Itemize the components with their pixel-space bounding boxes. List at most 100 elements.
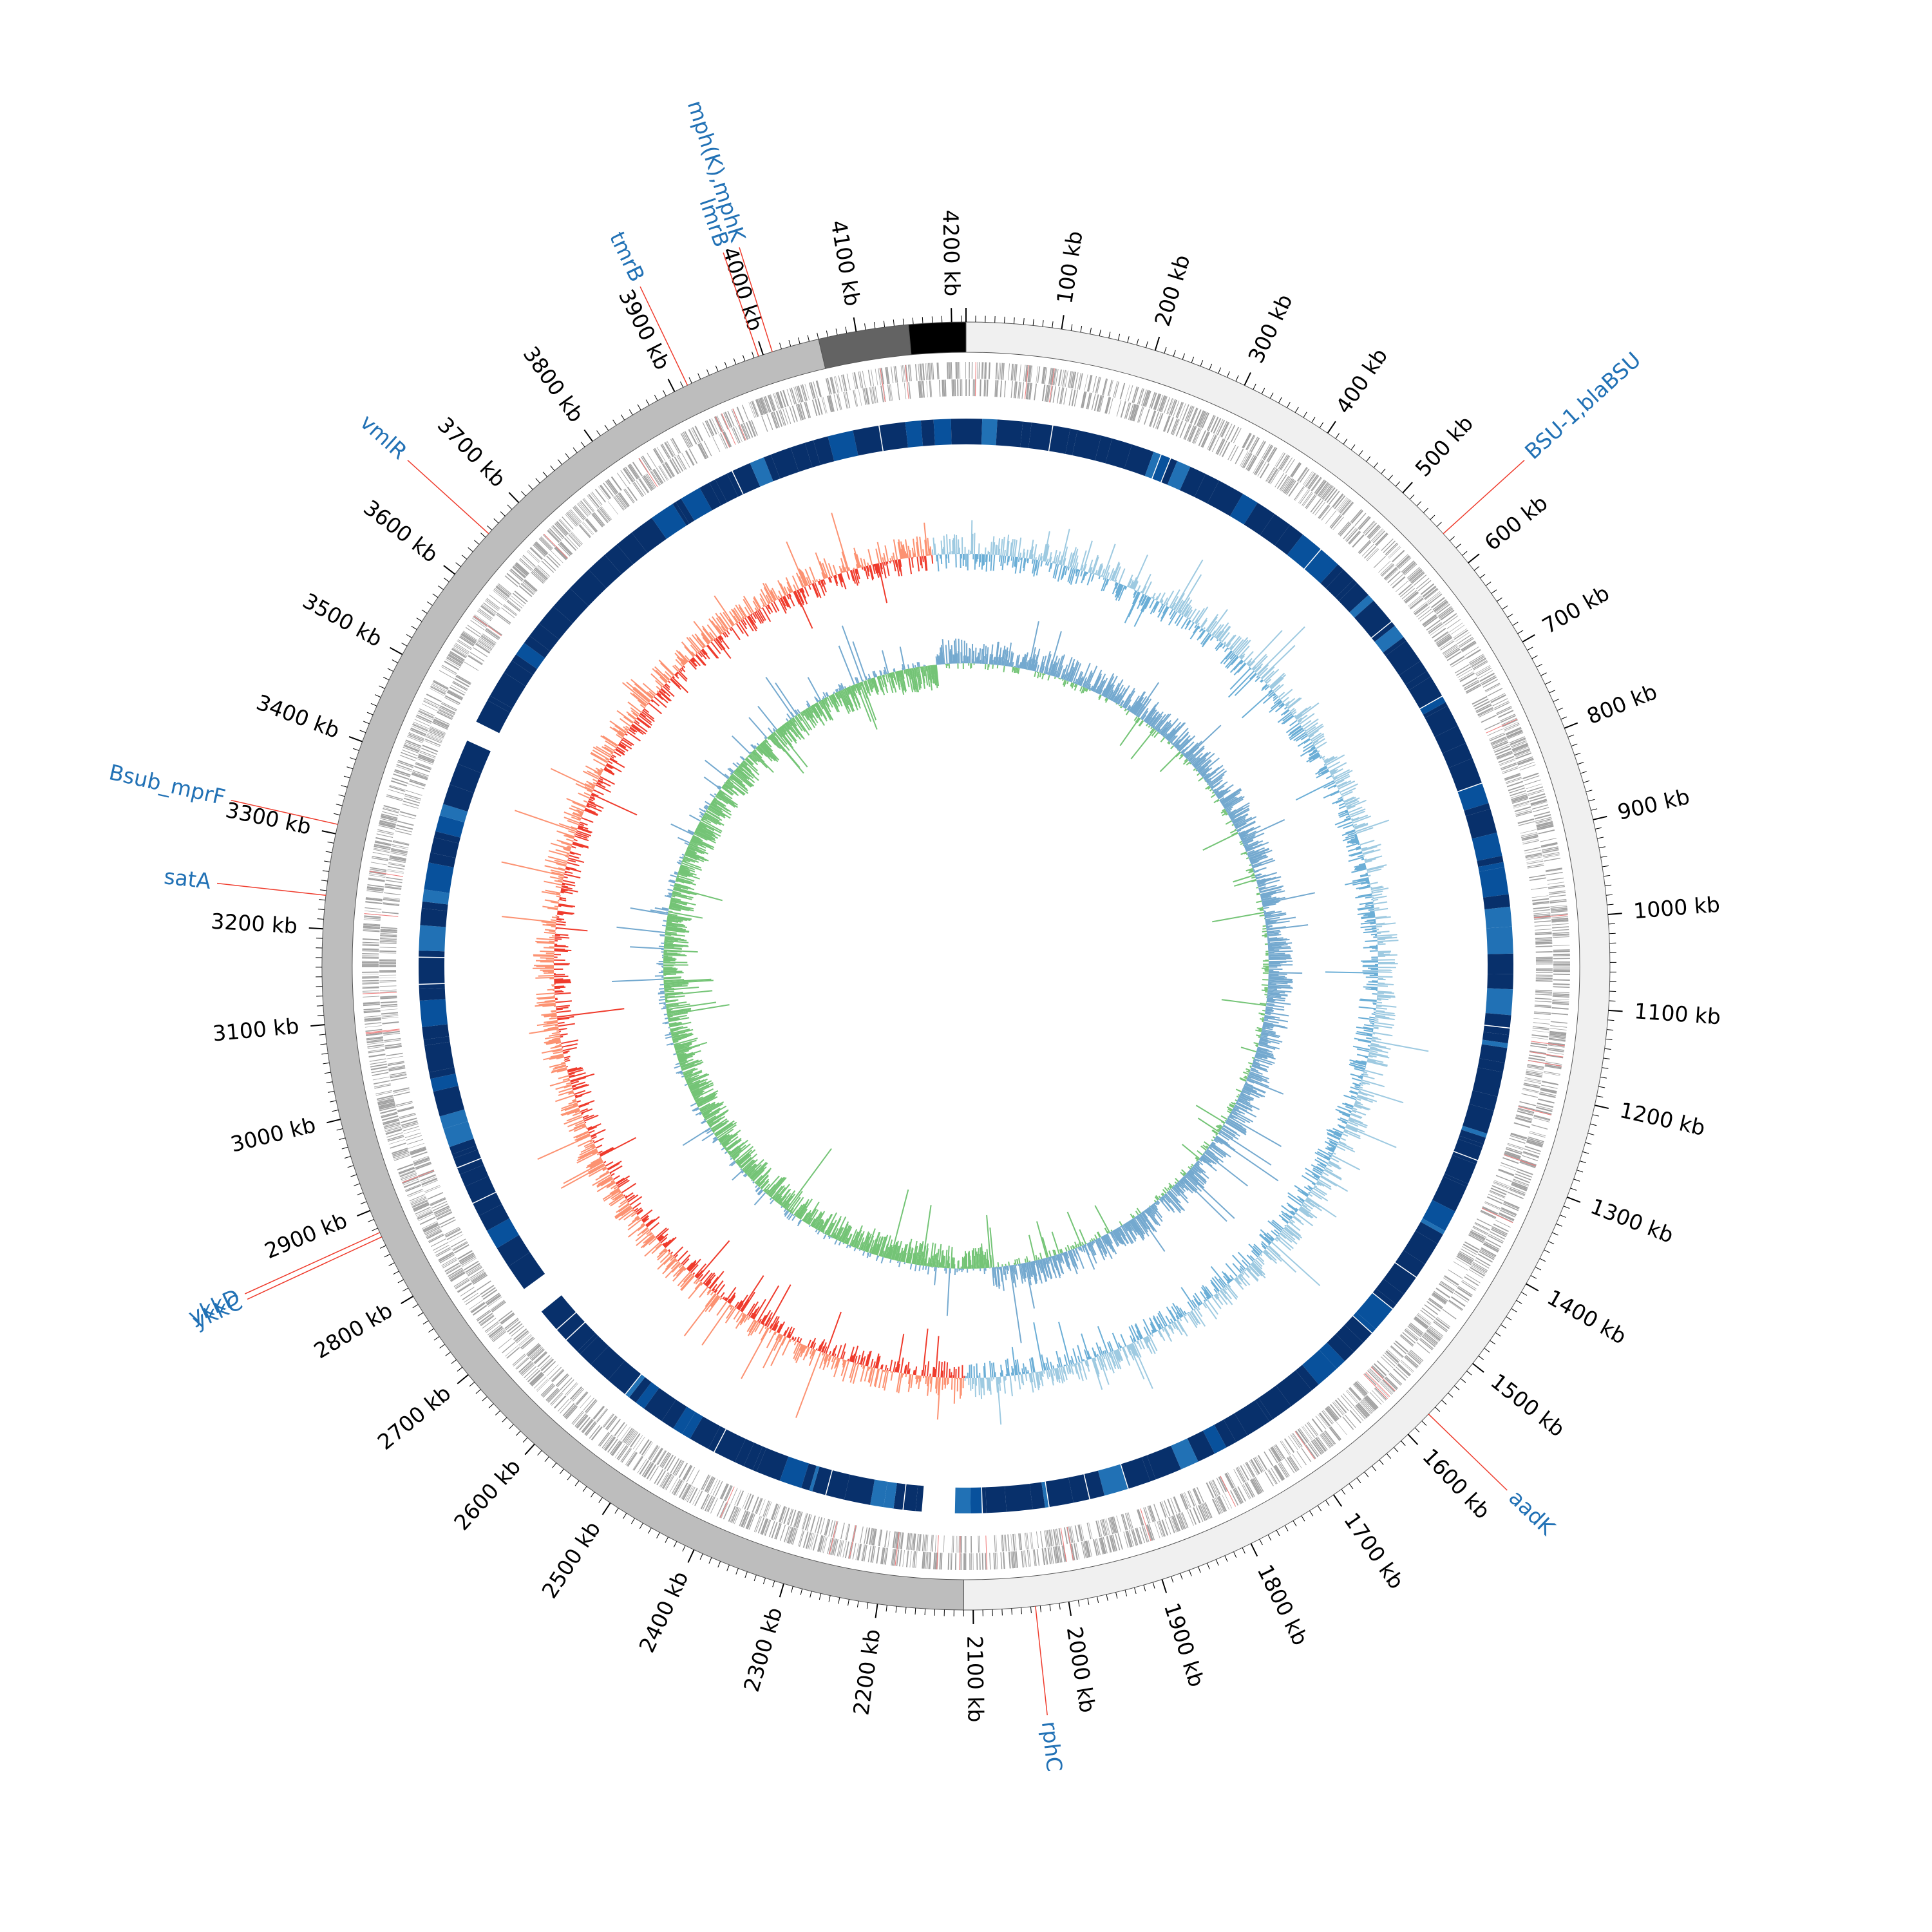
cds-feature-forward: [1201, 412, 1209, 429]
gc-content-bar: [1345, 1125, 1397, 1148]
cds-feature-reverse: [1104, 397, 1110, 414]
gc-content-bar: [1103, 1350, 1105, 1355]
minor-tick: [1539, 1258, 1546, 1262]
cds-feature-forward: [1464, 647, 1479, 656]
blast-hit: [508, 1252, 545, 1289]
cds-feature-forward: [1541, 843, 1558, 848]
cds-feature-reverse: [480, 635, 495, 646]
cds-feature-reverse: [779, 1506, 786, 1523]
rna-feature: [1531, 1041, 1565, 1046]
cds-feature-forward: [1157, 395, 1164, 411]
cds-feature-reverse: [479, 1285, 495, 1296]
cds-feature-reverse: [1301, 1426, 1312, 1441]
cds-feature-reverse: [1250, 1459, 1260, 1475]
blast-hit: [750, 457, 773, 487]
cds-feature-forward: [379, 823, 395, 829]
cds-feature-forward: [740, 1511, 748, 1527]
cds-feature-forward: [1488, 1235, 1503, 1244]
cds-feature-forward: [875, 368, 878, 386]
gc-content-bar: [1286, 1202, 1298, 1212]
gc-content-bar: [1197, 1306, 1200, 1311]
cds-feature-reverse: [1535, 933, 1552, 936]
cds-feature-reverse: [1461, 1248, 1476, 1258]
cds-feature-forward: [1408, 1351, 1422, 1364]
cds-feature-forward: [1396, 555, 1410, 568]
cds-feature-reverse: [578, 524, 591, 538]
cds-feature-forward: [1434, 601, 1448, 612]
cds-feature-reverse: [1153, 412, 1160, 428]
major-tick: [1526, 1283, 1539, 1292]
cds-feature-reverse: [1532, 1026, 1549, 1029]
minor-tick: [421, 609, 428, 614]
cds-feature-reverse: [1327, 1406, 1339, 1421]
cds-feature-reverse: [1529, 875, 1546, 878]
cds-feature-forward: [1526, 1139, 1544, 1146]
cds-feature-reverse: [892, 1531, 896, 1549]
cds-feature-forward: [956, 362, 958, 379]
cds-feature-forward: [1530, 1131, 1546, 1137]
cds-feature-forward: [1354, 1406, 1366, 1420]
gc-content-bar: [1358, 1006, 1376, 1010]
cds-feature-forward: [1242, 432, 1251, 448]
minor-tick: [1356, 1477, 1361, 1484]
minor-tick: [1595, 827, 1602, 829]
blast-hit: [1479, 867, 1509, 898]
cds-feature-forward: [588, 493, 600, 508]
cds-feature-forward: [1317, 482, 1329, 497]
rna-feature: [1049, 368, 1055, 402]
cds-feature-forward: [540, 1383, 553, 1396]
major-tick: [508, 491, 520, 504]
minor-tick: [639, 1522, 643, 1529]
cds-feature-reverse: [1385, 569, 1399, 581]
minor-tick: [753, 1575, 757, 1582]
cds-feature-reverse: [1323, 1410, 1334, 1424]
cds-feature-forward: [397, 1163, 413, 1171]
cds-feature-forward: [481, 605, 495, 616]
minor-tick: [1325, 1500, 1330, 1506]
blast-hit: [511, 654, 538, 676]
gc-content-bar: [1224, 647, 1229, 652]
gc-content-bar: [1186, 1312, 1188, 1314]
cds-feature-reverse: [997, 380, 999, 397]
cds-feature-reverse: [512, 592, 526, 605]
gc-content-bar: [1165, 1315, 1171, 1325]
cds-feature-reverse: [1345, 1390, 1358, 1404]
cds-feature-forward: [444, 1262, 460, 1273]
minor-tick: [1531, 655, 1538, 659]
cds-feature-reverse: [1302, 1425, 1313, 1440]
cds-feature-reverse: [1128, 1512, 1133, 1529]
rna-feature: [895, 1531, 900, 1566]
cds-feature-reverse: [1408, 596, 1423, 608]
rna-feature: [1365, 1372, 1390, 1397]
cds-feature-forward: [1315, 480, 1327, 495]
cds-feature-reverse: [721, 1484, 729, 1500]
cds-feature-reverse: [1490, 736, 1507, 744]
cds-feature-forward: [1435, 1318, 1450, 1329]
cds-feature-forward: [1002, 363, 1005, 380]
cds-feature-reverse: [985, 379, 987, 397]
gc-content-bar: [1168, 609, 1173, 616]
gc-content-bar: [1023, 552, 1026, 558]
cds-feature-reverse: [1216, 1477, 1225, 1493]
cds-feature-forward: [1513, 745, 1529, 753]
cds-feature-reverse: [1520, 831, 1538, 837]
cds-feature-forward: [1492, 1227, 1507, 1236]
blast-hit: [1484, 906, 1512, 929]
cds-feature-forward: [417, 1211, 433, 1219]
gc-content-bar: [942, 1377, 944, 1390]
cds-feature-forward: [621, 1448, 632, 1463]
blast-hit: [1457, 783, 1489, 811]
cds-feature-forward: [1180, 1512, 1188, 1529]
cds-feature-forward: [1015, 364, 1018, 381]
cds-feature-reverse: [390, 852, 407, 857]
cds-feature-reverse: [1535, 929, 1552, 931]
blast-hit: [1399, 661, 1427, 685]
cds-feature-forward: [1510, 1186, 1526, 1194]
cds-feature-forward: [620, 1448, 631, 1463]
tick-label: 100 kb: [1052, 229, 1087, 305]
cds-feature-reverse: [653, 1448, 663, 1463]
cds-feature-reverse: [730, 1488, 738, 1504]
cds-feature-forward: [790, 1528, 797, 1545]
blast-hit: [1465, 808, 1497, 839]
gc-content-bar: [978, 543, 980, 554]
